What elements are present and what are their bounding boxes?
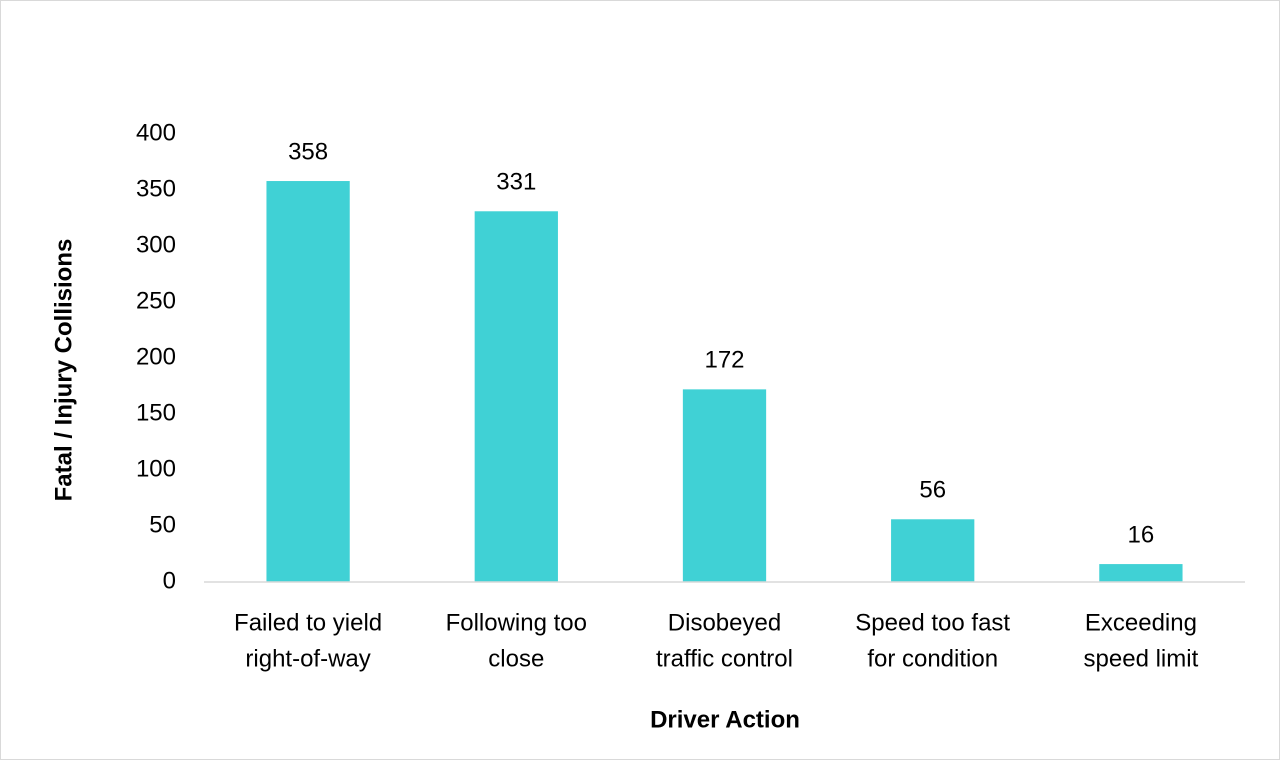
bar [474, 211, 558, 582]
y-tick-label: 50 [149, 511, 176, 538]
data-label: 331 [496, 169, 536, 196]
y-tick-label: 100 [136, 455, 176, 482]
data-label: 172 [704, 347, 744, 374]
x-tick-label: for condition [867, 645, 998, 672]
bar [891, 519, 975, 582]
y-tick-label: 200 [136, 343, 176, 370]
y-tick-label: 300 [136, 231, 176, 258]
data-label: 56 [919, 477, 946, 504]
bar [682, 389, 767, 582]
data-label: 16 [1128, 521, 1155, 548]
y-tick-label: 150 [136, 399, 176, 426]
y-tick-label: 400 [136, 119, 176, 146]
y-axis-title: Fatal / Injury Collisions [50, 239, 77, 502]
y-tick-label: 250 [136, 287, 176, 314]
bar [1099, 564, 1183, 582]
y-tick-label: 0 [163, 567, 176, 594]
x-tick-label: Following too [446, 609, 587, 636]
bar [266, 181, 350, 583]
y-tick-label: 350 [136, 175, 176, 202]
x-axis-title: Driver Action [650, 706, 800, 733]
data-label: 358 [288, 138, 328, 165]
x-tick-label: Failed to yield [234, 609, 382, 636]
x-tick-label: traffic control [656, 645, 793, 672]
x-tick-label: right-of-way [245, 645, 370, 672]
x-tick-label: speed limit [1084, 645, 1199, 672]
x-tick-label: Exceeding [1085, 609, 1197, 636]
x-tick-label: Speed too fast [855, 609, 1010, 636]
x-tick-label: close [488, 645, 544, 672]
x-tick-label: Disobeyed [668, 609, 781, 636]
